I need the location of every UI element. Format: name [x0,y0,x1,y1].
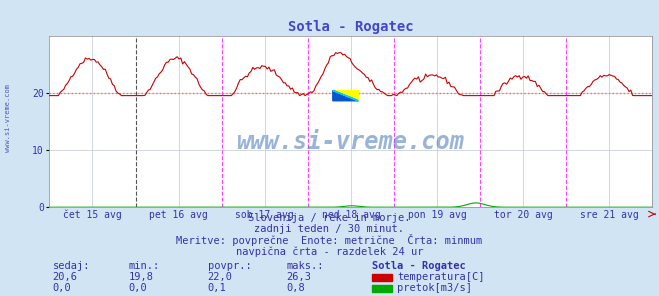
Polygon shape [333,91,358,101]
Text: 22,0: 22,0 [208,272,233,282]
Text: min.:: min.: [129,261,159,271]
Polygon shape [333,91,358,101]
Text: 19,8: 19,8 [129,272,154,282]
Text: 0,1: 0,1 [208,283,226,293]
Text: navpična črta - razdelek 24 ur: navpična črta - razdelek 24 ur [236,247,423,257]
Text: temperatura[C]: temperatura[C] [397,272,485,282]
Text: pretok[m3/s]: pretok[m3/s] [397,283,473,293]
Text: 0,0: 0,0 [53,283,71,293]
Title: Sotla - Rogatec: Sotla - Rogatec [288,20,414,34]
Text: 0,8: 0,8 [287,283,305,293]
Text: maks.:: maks.: [287,261,324,271]
Text: Slovenija / reke in morje.: Slovenija / reke in morje. [248,213,411,223]
Text: Meritve: povprečne  Enote: metrične  Črta: minmum: Meritve: povprečne Enote: metrične Črta:… [177,234,482,246]
Text: sedaj:: sedaj: [53,261,90,271]
Text: povpr.:: povpr.: [208,261,251,271]
Text: Sotla - Rogatec: Sotla - Rogatec [372,261,466,271]
Text: 20,6: 20,6 [53,272,78,282]
Text: www.si-vreme.com: www.si-vreme.com [237,130,465,154]
Text: zadnji teden / 30 minut.: zadnji teden / 30 minut. [254,224,405,234]
Text: 0,0: 0,0 [129,283,147,293]
Text: 26,3: 26,3 [287,272,312,282]
Polygon shape [333,91,358,101]
Text: www.si-vreme.com: www.si-vreme.com [5,84,11,152]
